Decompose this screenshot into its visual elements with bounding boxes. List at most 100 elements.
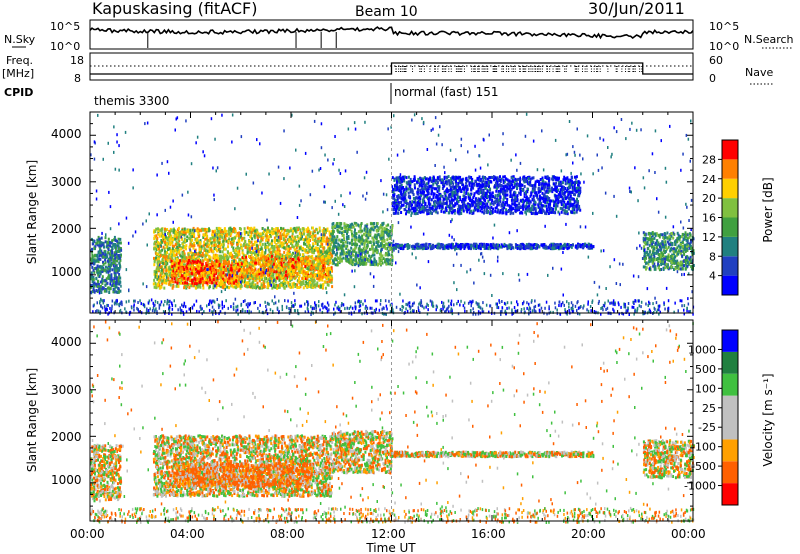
echo-cell <box>93 281 96 285</box>
echo-cell <box>236 250 239 254</box>
echo-cell <box>106 255 109 259</box>
echo-cell <box>116 282 119 286</box>
echo-cell <box>358 258 360 262</box>
echo-cell <box>327 277 330 281</box>
echo-cell <box>211 275 214 279</box>
echo-cell <box>296 243 299 247</box>
echo-cell <box>200 266 203 270</box>
echo-cell <box>155 227 158 231</box>
echo-cell <box>280 264 283 267</box>
echo-cell <box>168 282 171 286</box>
echo-cell <box>311 255 314 258</box>
echo-cell <box>216 240 219 244</box>
echo-cell <box>261 253 264 257</box>
echo-cell <box>197 232 200 236</box>
echo-cell <box>358 244 361 248</box>
echo-cell <box>238 264 241 268</box>
echo-cell <box>372 225 375 229</box>
echo-cell <box>366 257 369 261</box>
echo-cell <box>333 257 336 261</box>
echo-cell <box>240 262 243 266</box>
echo-cell <box>320 252 323 256</box>
echo-cell <box>206 228 209 232</box>
echo-cell <box>350 225 353 229</box>
echo-cell <box>312 232 315 236</box>
echo-cell <box>191 228 194 232</box>
echo-cell <box>313 266 315 270</box>
echo-cell <box>246 251 249 255</box>
echo-cell <box>158 255 160 259</box>
echo-cell <box>194 237 197 241</box>
echo-cell <box>200 246 203 250</box>
echo-cell <box>441 243 444 247</box>
echo-cell <box>209 237 212 241</box>
echo-cell <box>271 261 274 265</box>
echo-cell <box>321 250 324 254</box>
echo-cell <box>235 279 238 283</box>
echo-cell <box>105 277 108 281</box>
echo-cell <box>111 251 114 254</box>
echo-cell <box>282 244 285 248</box>
echo-cell <box>158 267 161 271</box>
echo-cell <box>176 245 179 249</box>
echo-cell <box>284 254 287 258</box>
echo-cell <box>217 269 220 273</box>
echo-cell <box>238 258 241 262</box>
echo-cell <box>249 260 252 264</box>
echo-cell <box>237 269 240 273</box>
echo-cell <box>330 232 333 236</box>
echo-cell <box>241 255 244 259</box>
echo-cell <box>167 275 170 279</box>
echo-cell <box>104 240 107 244</box>
echo-cell <box>243 271 246 275</box>
echo-cell <box>336 251 339 255</box>
echo-cell <box>351 260 354 264</box>
echo-cell <box>119 264 121 268</box>
echo-cell <box>153 240 156 244</box>
echo-cell <box>198 284 201 288</box>
echo-cell <box>286 256 288 260</box>
echo-cell <box>309 281 311 284</box>
echo-cell <box>228 276 231 280</box>
echo-cell <box>272 248 275 252</box>
echo-cell <box>321 239 324 243</box>
echo-cell <box>304 242 307 246</box>
echo-cell <box>222 230 225 234</box>
echo-cell <box>359 224 362 228</box>
echo-cell <box>112 279 115 283</box>
echo-cell <box>303 241 306 245</box>
echo-cell <box>272 282 275 286</box>
echo-cell <box>153 260 156 264</box>
echo-cell <box>319 257 322 261</box>
echo-cell <box>251 275 254 279</box>
echo-cell <box>306 240 309 243</box>
echo-cell <box>99 272 102 276</box>
echo-cell <box>298 226 300 230</box>
echo-cell <box>261 227 264 230</box>
echo-cell <box>233 236 236 240</box>
echo-cell <box>279 242 282 246</box>
echo-cell <box>315 263 317 267</box>
echo-cell <box>305 274 308 278</box>
echo-cell <box>113 288 116 292</box>
echo-cell <box>270 262 273 266</box>
echo-cell <box>345 227 348 231</box>
echo-cell <box>181 228 184 232</box>
echo-cell <box>241 238 243 242</box>
echo-cell <box>93 239 96 243</box>
echo-cell <box>191 238 194 242</box>
echo-cell <box>189 237 192 241</box>
echo-cell <box>114 271 117 275</box>
echo-cell <box>288 276 291 280</box>
echo-cell <box>228 252 231 256</box>
echo-cell <box>228 237 231 241</box>
echo-cell <box>321 275 324 279</box>
echo-cell <box>319 239 322 243</box>
echo-cell <box>161 253 164 257</box>
echo-cell <box>249 251 252 254</box>
echo-cell <box>104 278 107 282</box>
echo-cell <box>180 233 183 236</box>
echo-cell <box>281 241 284 245</box>
echo-cell <box>288 235 291 239</box>
echo-cell <box>113 268 116 272</box>
